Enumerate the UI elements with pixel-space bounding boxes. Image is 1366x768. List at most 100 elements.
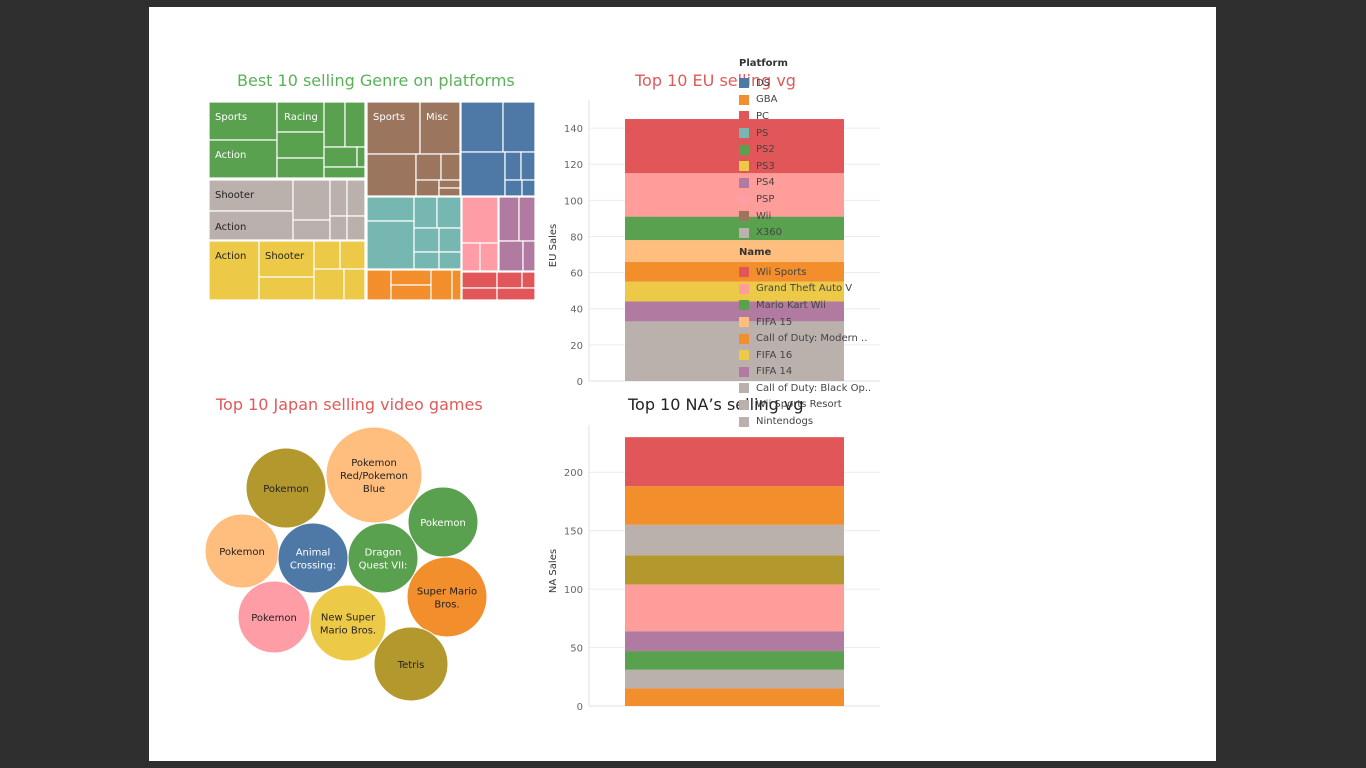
na-bar-segment[interactable] (625, 584, 844, 632)
na-bar-segment[interactable] (625, 688, 844, 706)
name-legend-item[interactable]: Mario Kart Wii (739, 297, 919, 314)
na-bar-segment[interactable] (625, 524, 844, 556)
legend-label: Wii (756, 210, 772, 222)
eu-bar-segment[interactable] (625, 216, 844, 241)
legend-label: Wii Sports (756, 266, 807, 278)
treemap-cell-ps4[interactable] (498, 240, 524, 272)
name-legend-item[interactable]: Call of Duty: Modern .. (739, 330, 919, 347)
platform-legend-item[interactable]: DS (739, 75, 919, 92)
bubble-label-line: Pokemon (420, 518, 466, 529)
bubble-label: Pokemon (219, 547, 265, 558)
legend-swatch (739, 211, 749, 222)
name-legend-item[interactable]: FIFA 16 (739, 347, 919, 364)
na-tick-label: 150 (564, 527, 583, 538)
na-bar-segment[interactable] (625, 631, 844, 652)
legend-swatch (739, 399, 749, 410)
name-legend-item[interactable]: Grand Theft Auto V (739, 281, 919, 298)
treemap-cell-ps[interactable] (366, 196, 415, 222)
eu-bar-segment[interactable] (625, 321, 844, 381)
name-legend-item[interactable]: Wii Sports (739, 264, 919, 281)
name-legend-item[interactable]: Nintendogs (739, 413, 919, 430)
bubble[interactable] (406, 556, 488, 638)
name-legend-item[interactable]: FIFA 15 (739, 314, 919, 331)
bubble[interactable] (245, 447, 327, 529)
treemap-cell-psp[interactable] (479, 242, 499, 272)
na-bar-segment[interactable] (625, 555, 844, 585)
bubble[interactable] (373, 626, 449, 702)
platform-legend-item[interactable]: PS3 (739, 158, 919, 175)
legend-swatch (739, 111, 749, 122)
treemap-cell-ps2[interactable] (208, 139, 278, 179)
eu-bar-segment[interactable] (625, 261, 844, 282)
treemap-cell-x360[interactable] (292, 179, 331, 221)
name-legend-title: Name (739, 246, 772, 258)
legend-label: Call of Duty: Black Op.. (756, 382, 872, 394)
na-y-label: NA Sales (548, 549, 559, 593)
treemap-cell-ds[interactable] (502, 101, 536, 153)
eu-bar-segment[interactable] (625, 240, 844, 262)
treemap-cell-ps[interactable] (436, 196, 462, 229)
legend-label: DS (756, 77, 771, 89)
treemap-cell-pc[interactable] (496, 287, 536, 301)
treemap-cell-x360[interactable] (208, 210, 294, 241)
bubble-label-line: New Super (321, 613, 376, 624)
legend-swatch (739, 227, 749, 238)
treemap-cell-x360[interactable] (208, 179, 294, 212)
platform-legend-item[interactable]: PS4 (739, 175, 919, 192)
platform-legend-item[interactable]: PSP (739, 191, 919, 208)
eu-y-label: EU Sales (548, 224, 559, 267)
treemap-cell-ds[interactable] (460, 151, 506, 197)
treemap-cell-ps2[interactable] (276, 131, 325, 159)
platform-legend-item[interactable]: PS2 (739, 141, 919, 158)
platform-legend-item[interactable]: GBA (739, 92, 919, 109)
name-legend-item[interactable]: FIFA 14 (739, 364, 919, 381)
eu-bar-segment[interactable] (625, 301, 844, 322)
treemap-cell-ps3[interactable] (258, 240, 315, 278)
platform-legend-item[interactable]: Wii (739, 208, 919, 225)
treemap-cell-gba[interactable] (451, 269, 462, 301)
treemap-cell-ps3[interactable] (208, 240, 260, 301)
treemap-cell-ds[interactable] (521, 179, 536, 197)
treemap-cell-ps4[interactable] (522, 240, 536, 272)
treemap-label: Misc (426, 112, 448, 123)
eu-bar-segment[interactable] (625, 119, 844, 174)
treemap-cell-x360[interactable] (346, 215, 366, 241)
treemap-cell-ps[interactable] (366, 220, 415, 270)
platform-legend-item[interactable]: PC (739, 108, 919, 125)
treemap-cell-ps[interactable] (438, 251, 462, 270)
treemap-cell-wii[interactable] (419, 101, 461, 155)
bubble-label-line: Bros. (434, 600, 459, 611)
treemap-cell-wii[interactable] (366, 153, 417, 197)
eu-bar-segment[interactable] (625, 281, 844, 302)
bubble-label: Tetris (397, 660, 425, 671)
treemap-cell-psp[interactable] (461, 196, 499, 244)
platform-legend-item[interactable]: PS (739, 125, 919, 142)
bubble[interactable] (347, 522, 419, 594)
bubble[interactable] (309, 584, 387, 662)
platform-legend[interactable]: DS GBA PC PS PS2 PS3 PS4 PSP Wii X360 (739, 75, 919, 241)
treemap-cell-ps3[interactable] (343, 268, 366, 301)
treemap-cell-ps2[interactable] (323, 166, 366, 179)
na-bar-segment[interactable] (625, 486, 844, 525)
legend-label: GBA (756, 94, 778, 106)
name-legend-item[interactable]: Wii Sports Resort (739, 397, 919, 414)
eu-bar-segment[interactable] (625, 173, 844, 217)
bubble[interactable] (325, 426, 423, 524)
legend-label: PSP (756, 193, 775, 205)
bubble-label: New Super Mario Bros. (320, 613, 376, 637)
na-bar-segment[interactable] (625, 437, 844, 487)
na-bar-segment[interactable] (625, 651, 844, 670)
treemap-cell-wii[interactable] (438, 187, 461, 197)
treemap-label: Action (215, 222, 246, 233)
eu-tick-label: 0 (577, 377, 583, 388)
platform-legend-item[interactable]: X360 (739, 224, 919, 241)
bubble-label-line: Crossing: (290, 561, 336, 572)
na-bar-segment[interactable] (625, 669, 844, 689)
treemap-label: Racing (284, 112, 318, 123)
name-legend[interactable]: Wii Sports Grand Theft Auto V Mario Kart W… (739, 264, 919, 430)
name-legend-item[interactable]: Call of Duty: Black Op.. (739, 380, 919, 397)
